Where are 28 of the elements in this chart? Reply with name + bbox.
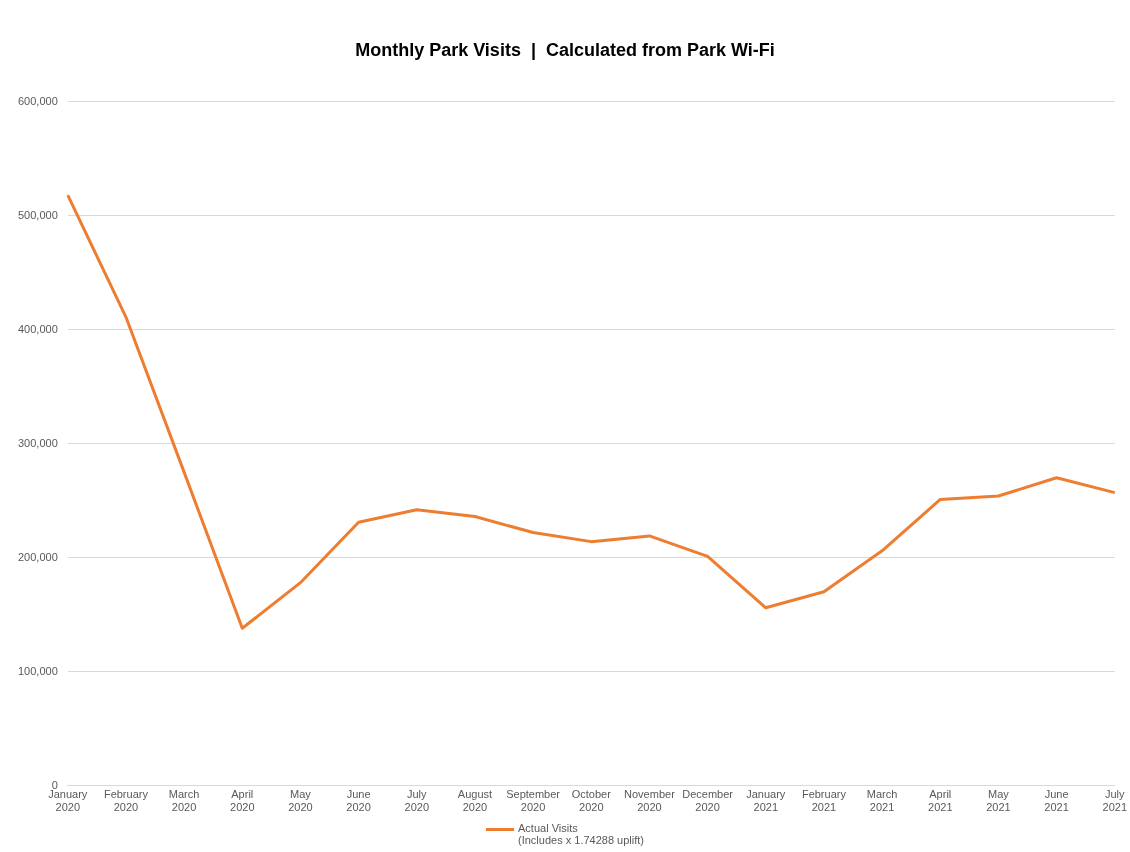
x-tick-label: June 2020 [346,788,371,814]
x-tick-label: July 2021 [1102,788,1128,814]
x-tick-label: June 2021 [1044,788,1069,814]
y-tick-label: 100,000 [18,664,58,677]
legend-label: Actual Visits (Includes x 1.74288 uplift) [518,822,644,846]
y-tick-label: 600,000 [18,94,58,107]
x-tick-label: December 2020 [682,788,734,814]
x-tick-label: April 2020 [230,788,255,814]
y-tick-label: 0 [51,778,58,791]
x-tick-label: May 2020 [288,788,313,814]
x-tick-label: January 2020 [48,788,88,814]
y-tick-label: 400,000 [18,322,58,335]
x-tick-label: September 2020 [506,788,561,814]
x-tick-label: March 2021 [866,788,898,814]
x-tick-label: February 2020 [103,788,149,814]
x-tick-label: August 2020 [457,788,493,814]
x-tick-label: July 2020 [404,788,430,814]
x-tick-label: January 2021 [746,788,786,814]
x-tick-label: April 2021 [928,788,953,814]
y-tick-label: 200,000 [18,550,58,563]
y-tick-label: 500,000 [18,208,58,221]
y-tick-label: 300,000 [18,436,58,449]
x-tick-label: March 2020 [168,788,200,814]
x-tick-label: February 2021 [801,788,847,814]
x-tick-label: November 2020 [624,788,676,814]
x-tick-label: May 2021 [986,788,1011,814]
x-tick-label: October 2020 [571,788,612,814]
chart-title: Monthly Park Visits | Calculated from Park Wi-Fi [355,39,775,60]
